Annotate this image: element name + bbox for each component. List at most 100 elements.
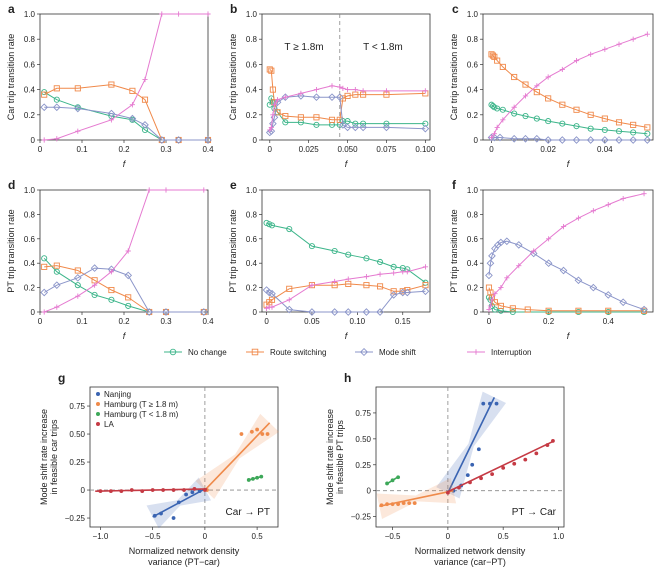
y-tick-label: 0.2 xyxy=(246,111,258,120)
data-point-marker xyxy=(41,137,47,143)
plot-frame xyxy=(261,13,431,141)
data-point-marker xyxy=(488,252,496,260)
data-point xyxy=(182,488,186,492)
data-point xyxy=(396,502,401,507)
data-point-marker xyxy=(352,87,358,93)
data-point-marker xyxy=(487,133,496,142)
x-tick-label: 0 xyxy=(264,317,269,326)
data-point-marker xyxy=(53,85,60,92)
data-point-marker xyxy=(268,222,276,229)
data-point-marker xyxy=(391,270,397,276)
data-point-marker xyxy=(269,86,276,93)
data-point-marker xyxy=(286,297,292,303)
data-point-marker xyxy=(422,264,429,270)
data-point-marker xyxy=(588,51,594,57)
data-point xyxy=(412,501,417,506)
data-point-marker xyxy=(108,286,115,294)
x-axis-label-line-2: variance (PT−car) xyxy=(148,557,220,567)
threshold-annotation-right: T < 1.8m xyxy=(363,42,403,53)
data-point-marker xyxy=(390,288,397,295)
data-point xyxy=(468,480,472,485)
data-point xyxy=(255,427,260,432)
y-tick-label: 0.8 xyxy=(246,210,258,219)
data-point-marker xyxy=(587,111,594,118)
data-point-marker xyxy=(141,121,149,129)
data-point-marker xyxy=(269,304,275,310)
x-tick-label: 0.04 xyxy=(597,145,613,154)
data-point-marker xyxy=(266,66,273,73)
data-point-marker xyxy=(509,308,516,316)
data-point-marker xyxy=(383,88,390,94)
data-point-marker xyxy=(522,81,529,88)
data-point xyxy=(108,489,113,494)
data-point-marker xyxy=(312,93,321,101)
series-interruption xyxy=(41,11,211,143)
x-tick-label: 0.15 xyxy=(395,317,411,326)
y-tick-label: 0.8 xyxy=(24,210,36,219)
data-point-marker xyxy=(313,114,320,121)
series-interruption xyxy=(263,264,429,311)
data-point-marker xyxy=(500,117,506,123)
data-point-marker xyxy=(644,31,650,37)
data-point-marker xyxy=(313,87,320,93)
x-tick-label: −0.5 xyxy=(385,532,401,541)
data-point-marker xyxy=(268,67,275,74)
data-point-marker xyxy=(620,195,626,202)
series-line xyxy=(44,106,208,141)
x-tick-label: 0.02 xyxy=(540,145,556,154)
data-point-marker xyxy=(377,258,384,266)
data-point xyxy=(184,492,188,497)
data-point-marker xyxy=(40,288,49,297)
x-tick-label: 0.075 xyxy=(376,145,397,154)
data-point xyxy=(488,401,492,406)
series-line xyxy=(488,193,645,310)
x-axis-label: f xyxy=(123,331,127,341)
data-point-marker xyxy=(205,11,211,17)
data-point-marker xyxy=(329,83,335,89)
x-tick-label: 0.3 xyxy=(160,145,172,154)
data-point-marker xyxy=(286,285,293,292)
data-point-marker xyxy=(331,247,338,255)
y-tick-label: 0.6 xyxy=(467,60,479,69)
y-tick-label: 0.4 xyxy=(467,86,479,95)
series-route-switching xyxy=(41,262,207,316)
threshold-annotation-left: T ≥ 1.8m xyxy=(284,42,323,53)
data-point-marker xyxy=(124,271,133,280)
x-tick-label: 0.5 xyxy=(252,532,264,541)
data-point xyxy=(396,475,401,480)
y-tick-label: 0.8 xyxy=(467,35,479,44)
y-tick-label: 1.0 xyxy=(246,10,258,19)
data-point-marker xyxy=(587,125,594,132)
data-point-marker xyxy=(344,308,353,316)
data-point-marker xyxy=(251,348,259,356)
y-tick-label: 0 xyxy=(474,136,479,145)
y-axis-label-line-2: in feasible car trips xyxy=(49,419,59,495)
x-axis-label: f xyxy=(345,331,349,341)
data-point-marker xyxy=(491,131,497,137)
y-tick-label: 0.8 xyxy=(467,210,479,219)
data-point xyxy=(465,473,470,478)
data-point-marker xyxy=(573,123,580,130)
data-point-marker xyxy=(141,126,149,133)
panel-label: h xyxy=(344,371,351,385)
data-point-marker xyxy=(75,293,81,299)
x-tick-label: 0 xyxy=(38,317,43,326)
data-point xyxy=(161,488,166,492)
data-point-marker xyxy=(107,109,116,118)
y-tick-label: 0.8 xyxy=(24,35,36,44)
y-axis-label: PT trip transition rate xyxy=(228,209,238,292)
x-tick-label: 0 xyxy=(38,145,43,154)
data-point-marker xyxy=(533,89,540,96)
y-tick-label: 0.50 xyxy=(355,435,371,444)
data-point-marker xyxy=(125,294,132,301)
data-point-marker xyxy=(641,191,647,197)
legend-label: Mode shift xyxy=(379,348,417,357)
data-point-marker xyxy=(360,120,367,127)
data-point xyxy=(494,401,499,406)
direction-annotation: PT → Car xyxy=(512,507,557,518)
x-tick-label: 0.4 xyxy=(202,317,214,326)
x-tick-label: 0 xyxy=(268,145,273,154)
data-point xyxy=(551,439,555,443)
data-point-marker xyxy=(162,308,170,316)
series-no-change xyxy=(488,101,651,137)
